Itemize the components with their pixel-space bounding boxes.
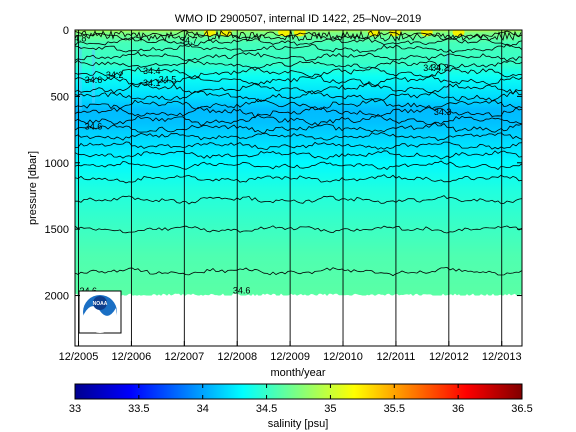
contour-label: 34.8: [69, 33, 87, 43]
noaa-logo: NOAA: [78, 290, 122, 334]
x-tick-label: 12/2008: [217, 351, 257, 363]
noaa-logo-text: NOAA: [93, 301, 108, 307]
contour-line: [75, 82, 522, 95]
x-tick-label: 12/2007: [164, 351, 204, 363]
x-tick-label: 12/2011: [376, 351, 415, 363]
colorbar-gradient: [74, 383, 523, 400]
colorbar-tick-label: 35.5: [384, 403, 405, 415]
contour-line: [75, 122, 522, 135]
contour-label: 34.2: [431, 62, 449, 72]
contour-line: [75, 51, 522, 62]
profile-streak: [446, 53, 450, 94]
contour-line: [75, 59, 522, 69]
contour-line: [75, 225, 522, 234]
contour-line: [75, 141, 522, 151]
colorbar-tick-label: 33.5: [128, 403, 149, 415]
contour-line: [75, 75, 522, 87]
contour-line: [75, 90, 522, 103]
contour-line: [75, 266, 522, 277]
x-tick-label: 12/2005: [59, 351, 99, 363]
contour-label: 34.6: [85, 75, 103, 85]
y-tick-label: 500: [51, 91, 69, 103]
chart-title: WMO ID 2900507, internal ID 1422, 25–Nov…: [175, 13, 421, 25]
salinity-field: [75, 30, 522, 301]
profile-streak: [92, 49, 96, 104]
x-tick-label: 12/2006: [112, 351, 152, 363]
colorbar: 33 33.5 34 34.5 35 35.5 36 36.5: [69, 383, 533, 415]
high-salinity-patch: [389, 30, 402, 37]
contour-line: [75, 30, 522, 42]
contour-label: 34.1: [143, 78, 161, 88]
x-tick-label: 12/2012: [429, 351, 469, 363]
x-axis: 12/2005 12/2006 12/2007 12/2008 12/2009 12/20…: [59, 341, 522, 363]
contour-line: [75, 106, 522, 119]
colorbar-ticks: 33 33.5 34 34.5 35 35.5 36 36.5: [69, 384, 533, 415]
data-bottom-edge: [75, 292, 522, 301]
contour-line: [75, 66, 522, 79]
y-tick-label: 1500: [45, 224, 69, 236]
colorbar-tick-label: 36.5: [511, 403, 532, 415]
contour-label: 34.2: [106, 70, 124, 80]
contour-line: [75, 195, 522, 205]
colorbar-label: salinity [psu]: [268, 418, 329, 430]
contour-line: [75, 36, 522, 47]
contour-line: [75, 113, 522, 126]
colorbar-tick-label: 33: [69, 403, 81, 415]
contour-line: [75, 98, 522, 111]
contour-line: [75, 174, 522, 184]
colorbar-tick-label: 34.5: [256, 403, 277, 415]
x-tick-label: 12/2013: [482, 351, 522, 363]
y-axis-label: pressure [dbar]: [27, 151, 39, 225]
contour-label: 34.4: [143, 66, 161, 76]
x-tick-label: 12/2010: [323, 351, 363, 363]
month-gridlines: [78, 30, 503, 346]
contour-label: 34.7: [180, 35, 198, 45]
y-axis: 0 500 1000 1500 2000: [45, 25, 522, 303]
contour-line: [75, 132, 522, 141]
contour-line: [75, 43, 522, 54]
contour-line: [75, 30, 522, 41]
contour-label: 34.6: [85, 122, 103, 132]
contour-label: 34.4: [423, 63, 441, 73]
plot-area: 34.8 34.734.634.634.4 34.434.234.234.134.5…: [69, 30, 522, 346]
contour-line: [75, 160, 522, 171]
colorbar-tick-label: 35: [324, 403, 336, 415]
colorbar-tick-label: 34: [197, 403, 209, 415]
y-tick-label: 1000: [45, 158, 69, 170]
contour-label: 34.5: [159, 74, 177, 84]
x-tick-label: 12/2009: [270, 351, 310, 363]
contour-line: [75, 150, 522, 160]
contour-lines: [75, 30, 522, 277]
y-tick-label: 2000: [45, 291, 69, 303]
plot-frame: [74, 29, 523, 347]
y-tick-label: 0: [63, 25, 69, 37]
x-axis-label: month/year: [270, 367, 325, 379]
contour-label: 34.6: [233, 286, 251, 296]
colorbar-tick-label: 36: [452, 403, 464, 415]
contour-label: 34.3: [434, 107, 452, 117]
